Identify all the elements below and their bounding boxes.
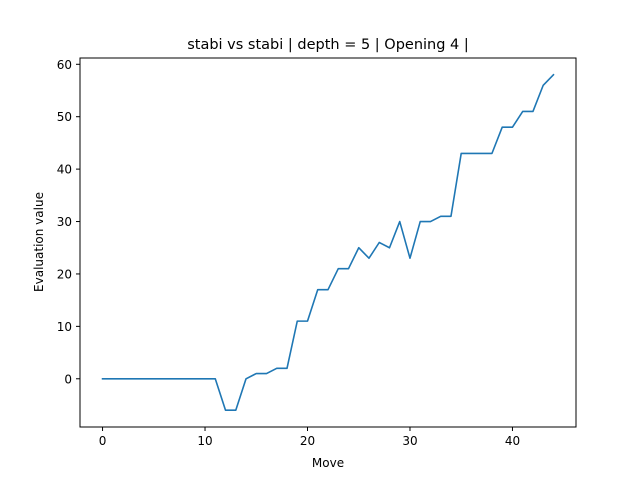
x-tick-label: 30: [402, 434, 417, 448]
y-tick-label: 10: [57, 320, 72, 334]
y-tick-label: 50: [57, 110, 72, 124]
y-axis-label: Evaluation value: [32, 192, 46, 292]
x-tick-label: 0: [99, 434, 107, 448]
y-tick-label: 20: [57, 267, 72, 281]
y-tick-label: 60: [57, 58, 72, 72]
x-tick-label: 10: [197, 434, 212, 448]
series-line: [101, 73, 555, 412]
plot-frame: [79, 57, 577, 428]
y-tick-label: 40: [57, 163, 72, 177]
x-tick-label: 20: [300, 434, 315, 448]
x-tick-label: 40: [505, 434, 520, 448]
plot-area: [101, 73, 555, 412]
y-tick-label: 30: [57, 215, 72, 229]
axis-ticks: 0 10 20 30 40 0 10 20 30 40 50 60: [57, 58, 520, 448]
x-axis-label: Move: [312, 456, 344, 470]
y-tick-label: 0: [64, 372, 72, 386]
chart-title: stabi vs stabi | depth = 5 | Opening 4 |: [187, 37, 469, 53]
